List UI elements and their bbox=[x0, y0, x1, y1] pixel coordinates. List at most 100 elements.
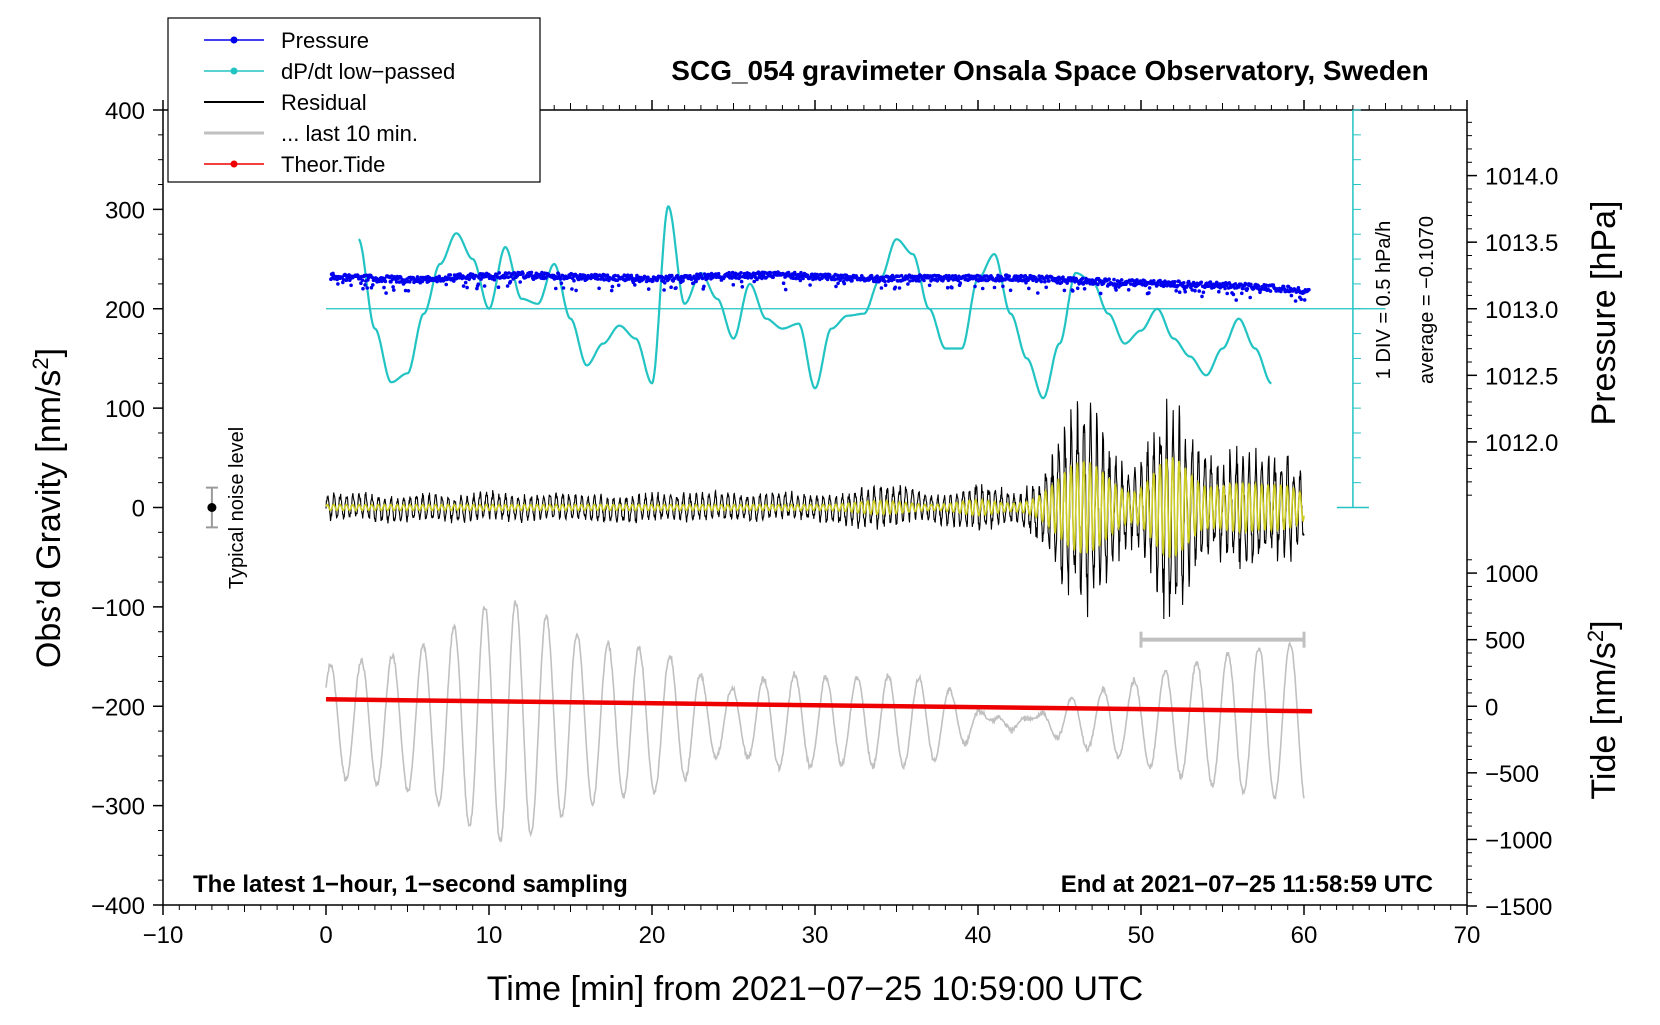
pressure-point bbox=[879, 286, 884, 290]
pressure-point bbox=[1217, 289, 1221, 294]
legend-label-pressure: Pressure bbox=[281, 28, 369, 53]
pressure-point bbox=[663, 281, 667, 285]
pressure-point bbox=[1082, 287, 1087, 291]
pressure-point bbox=[752, 279, 756, 284]
y-tick-label: −200 bbox=[91, 694, 145, 721]
y-axis-title-pressure: Pressure [hPa] bbox=[1585, 201, 1623, 426]
legend-item-pressure: Pressure bbox=[204, 28, 369, 53]
pressure-point bbox=[610, 284, 615, 289]
pressure-point bbox=[1264, 283, 1269, 288]
legend-marker-tide bbox=[230, 160, 238, 168]
pressure-point bbox=[347, 273, 351, 277]
pressure-point bbox=[1080, 276, 1085, 281]
pressure-point bbox=[801, 276, 805, 281]
pressure-point bbox=[390, 277, 395, 282]
pressure-point bbox=[1039, 279, 1044, 284]
pressure-point bbox=[1231, 292, 1236, 297]
pressure-point bbox=[1201, 290, 1206, 295]
labels-layer: SCG_054 gravimeter Onsala Space Observat… bbox=[28, 55, 1624, 1008]
pressure-point bbox=[702, 284, 706, 289]
pressure-point bbox=[1233, 282, 1238, 286]
series-layer bbox=[205, 109, 1386, 843]
footer-right-note: End at 2021−07−25 11:58:59 UTC bbox=[1061, 871, 1433, 898]
tide-tick-label: −500 bbox=[1485, 761, 1539, 788]
noise-level-label: Typical noise level bbox=[226, 427, 248, 589]
pressure-point bbox=[558, 277, 563, 281]
pressure-point bbox=[482, 284, 487, 288]
pressure-point bbox=[834, 284, 838, 289]
pressure-point bbox=[383, 279, 388, 284]
pressure-point bbox=[662, 288, 666, 292]
y-tick-label: 200 bbox=[105, 297, 145, 324]
pressure-tick-label: 1012.0 bbox=[1485, 430, 1558, 457]
noise-point bbox=[207, 503, 217, 512]
pressure-point bbox=[444, 282, 449, 287]
pressure-point bbox=[730, 270, 735, 275]
pressure-point bbox=[906, 282, 910, 286]
pressure-point bbox=[1008, 288, 1013, 293]
pressure-point bbox=[1098, 291, 1103, 296]
svg-text:Obs’d Gravity [nm/s2]: Obs’d Gravity [nm/s2] bbox=[28, 348, 69, 668]
pressure-point bbox=[786, 270, 791, 275]
pressure-point bbox=[1003, 277, 1007, 282]
pressure-point bbox=[869, 273, 874, 278]
pressure-point bbox=[616, 283, 621, 288]
pressure-point bbox=[1061, 275, 1065, 280]
pressure-point bbox=[465, 285, 469, 290]
pressure-point bbox=[1126, 288, 1131, 292]
pressure-point bbox=[467, 277, 472, 282]
pressure-point bbox=[1243, 281, 1248, 286]
pressure-point bbox=[1065, 281, 1069, 285]
pressure-point bbox=[768, 270, 773, 275]
pressure-point bbox=[917, 279, 921, 283]
pressure-point bbox=[1147, 291, 1151, 295]
tide-tick-label: 500 bbox=[1485, 628, 1525, 655]
pressure-point bbox=[389, 274, 394, 278]
pressure-point bbox=[646, 275, 650, 280]
pressure-point bbox=[540, 270, 544, 275]
x-tick-label: 60 bbox=[1291, 922, 1318, 949]
pressure-point bbox=[406, 289, 411, 293]
pressure-point bbox=[382, 285, 386, 290]
pressure-point bbox=[731, 283, 736, 287]
pressure-point bbox=[1068, 276, 1073, 280]
pressure-point bbox=[897, 274, 901, 279]
pressure-point bbox=[497, 271, 502, 275]
legend-label-last10: ... last 10 min. bbox=[281, 121, 418, 146]
pressure-point bbox=[1193, 288, 1197, 293]
pressure-point bbox=[948, 276, 953, 281]
pressure-point bbox=[716, 271, 721, 276]
pressure-point bbox=[850, 278, 854, 283]
pressure-point bbox=[475, 286, 479, 291]
pressure-point bbox=[394, 280, 399, 284]
pressure-point bbox=[1024, 280, 1028, 285]
pressure-point bbox=[609, 288, 614, 293]
pressure-point bbox=[781, 281, 786, 286]
pressure-point bbox=[1177, 279, 1181, 284]
pressure-point bbox=[881, 275, 886, 280]
pressure-point bbox=[1175, 283, 1180, 288]
pressure-point bbox=[953, 274, 958, 278]
pressure-point bbox=[992, 285, 997, 290]
x-tick-label: 70 bbox=[1454, 922, 1481, 949]
footer-left-note: The latest 1−hour, 1−second sampling bbox=[193, 871, 628, 898]
x-tick-label: 20 bbox=[639, 922, 666, 949]
pressure-point bbox=[633, 283, 637, 287]
pressure-point bbox=[1240, 291, 1244, 296]
pressure-point bbox=[1200, 294, 1204, 299]
pressure-point bbox=[944, 273, 949, 278]
y-tick-label: −300 bbox=[91, 794, 145, 821]
pressure-point bbox=[1043, 279, 1047, 284]
pressure-point bbox=[836, 281, 840, 286]
pressure-point bbox=[841, 276, 845, 280]
pressure-point bbox=[660, 275, 665, 280]
y-tick-label: −100 bbox=[91, 595, 145, 622]
pressure-point bbox=[883, 283, 888, 288]
pressure-point bbox=[739, 279, 744, 284]
legend-label-dpdt: dP/dt low−passed bbox=[281, 59, 455, 84]
pressure-point bbox=[1036, 291, 1040, 295]
pressure-point bbox=[691, 281, 696, 285]
pressure-point bbox=[529, 270, 534, 275]
pressure-point bbox=[556, 272, 561, 276]
